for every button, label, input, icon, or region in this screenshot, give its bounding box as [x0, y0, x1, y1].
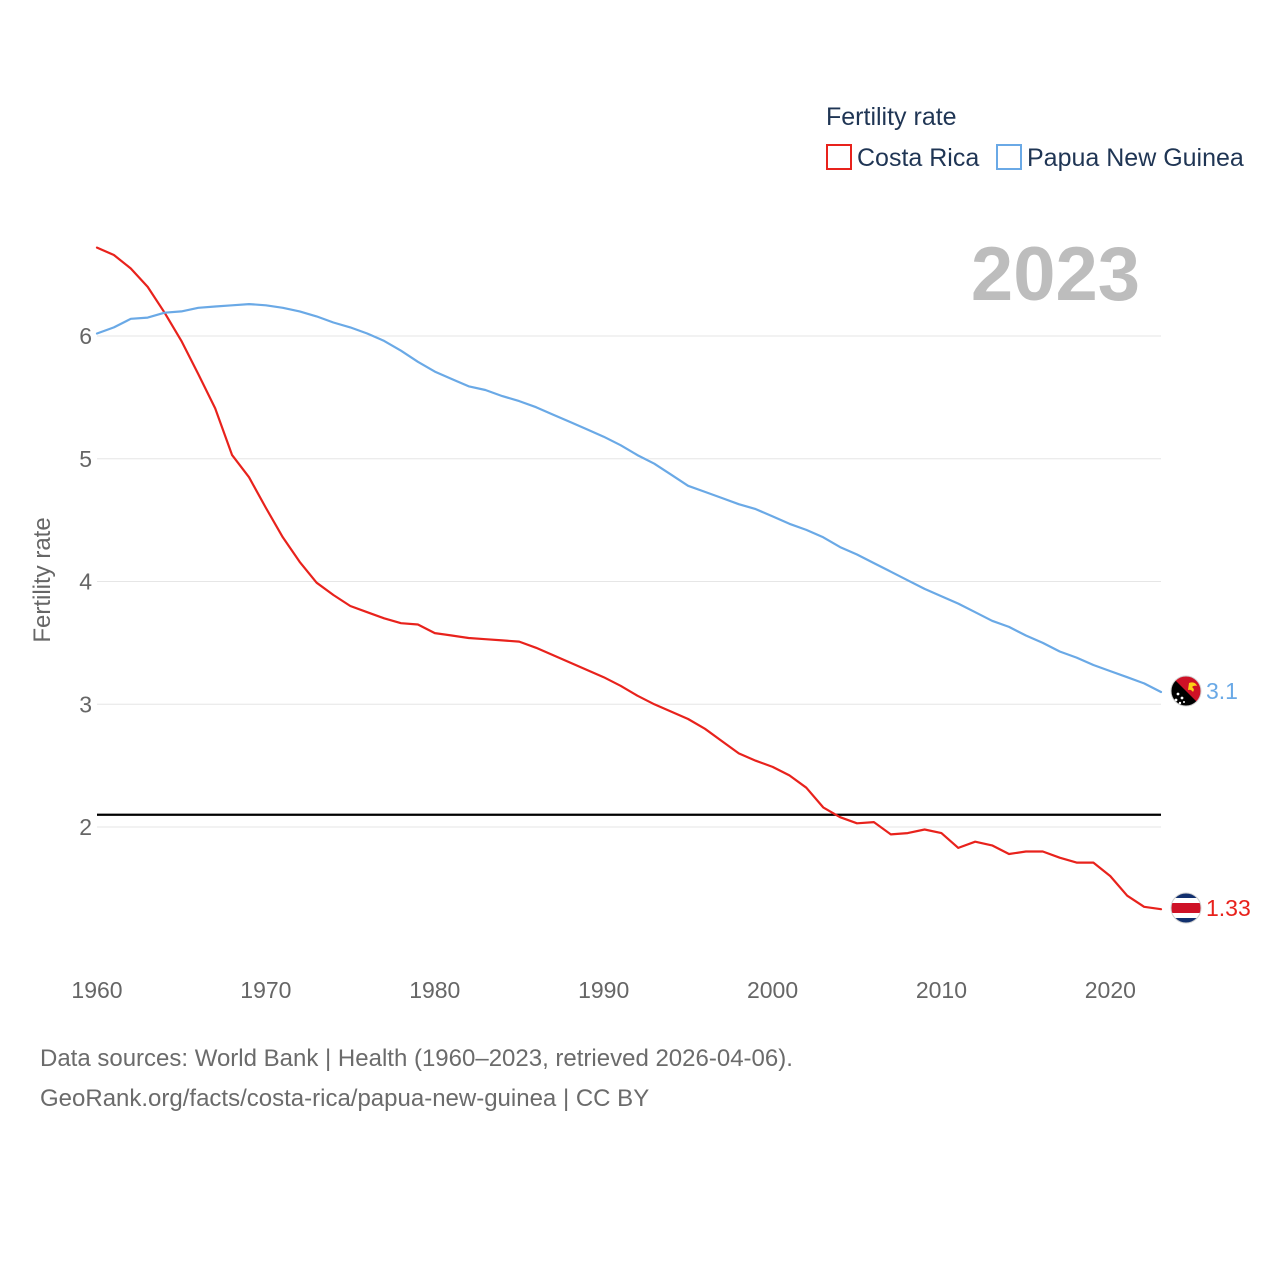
- credit-line: GeoRank.org/facts/costa-rica/papua-new-g…: [40, 1085, 650, 1112]
- papua-new-guinea-flag-icon: [1171, 676, 1201, 706]
- costa-rica-flag-icon: [1171, 893, 1201, 923]
- x-tick-label: 2000: [747, 977, 798, 1003]
- data-source-note: Data sources: World Bank | Health (1960–…: [40, 1045, 793, 1072]
- end-label-papua-new-guinea: 3.1: [1206, 678, 1238, 704]
- legend-label-costa-rica[interactable]: Costa Rica: [857, 144, 979, 172]
- x-tick-label: 1960: [71, 977, 122, 1003]
- x-tick-label: 2020: [1085, 977, 1136, 1003]
- x-tick-label: 2010: [916, 977, 967, 1003]
- legend-label-papua-new-guinea[interactable]: Papua New Guinea: [1027, 144, 1244, 172]
- y-tick-label: 2: [79, 814, 92, 840]
- series-line-costa-rica: [95, 246, 1163, 911]
- x-tick-label: 1980: [409, 977, 460, 1003]
- legend-swatch-papua-new-guinea[interactable]: [996, 144, 1022, 170]
- y-tick-label: 3: [79, 691, 92, 717]
- x-axis-ticks: 1960 1970 1980 1990 2000 2010 2020: [71, 977, 1136, 1003]
- end-marker-papua-new-guinea: 3.1: [1170, 675, 1238, 707]
- y-tick-label: 4: [79, 569, 92, 595]
- end-marker-costa-rica: 1.33: [1170, 892, 1251, 924]
- y-tick-label: 6: [79, 323, 92, 349]
- gridlines: [97, 335, 1161, 828]
- y-tick-label: 5: [79, 446, 92, 472]
- legend: Fertility rate Costa Rica Papua New Guin…: [826, 103, 1244, 172]
- legend-title: Fertility rate: [826, 103, 957, 131]
- year-label: 2023: [971, 232, 1140, 317]
- series-line-papua-new-guinea: [95, 303, 1163, 694]
- x-tick-label: 1990: [578, 977, 629, 1003]
- series-lines: [95, 246, 1163, 911]
- x-tick-label: 1970: [240, 977, 291, 1003]
- end-label-costa-rica: 1.33: [1206, 895, 1251, 921]
- y-axis-title: Fertility rate: [29, 517, 56, 642]
- legend-swatch-costa-rica[interactable]: [826, 144, 852, 170]
- y-axis-ticks: 2 3 4 5 6: [79, 323, 92, 840]
